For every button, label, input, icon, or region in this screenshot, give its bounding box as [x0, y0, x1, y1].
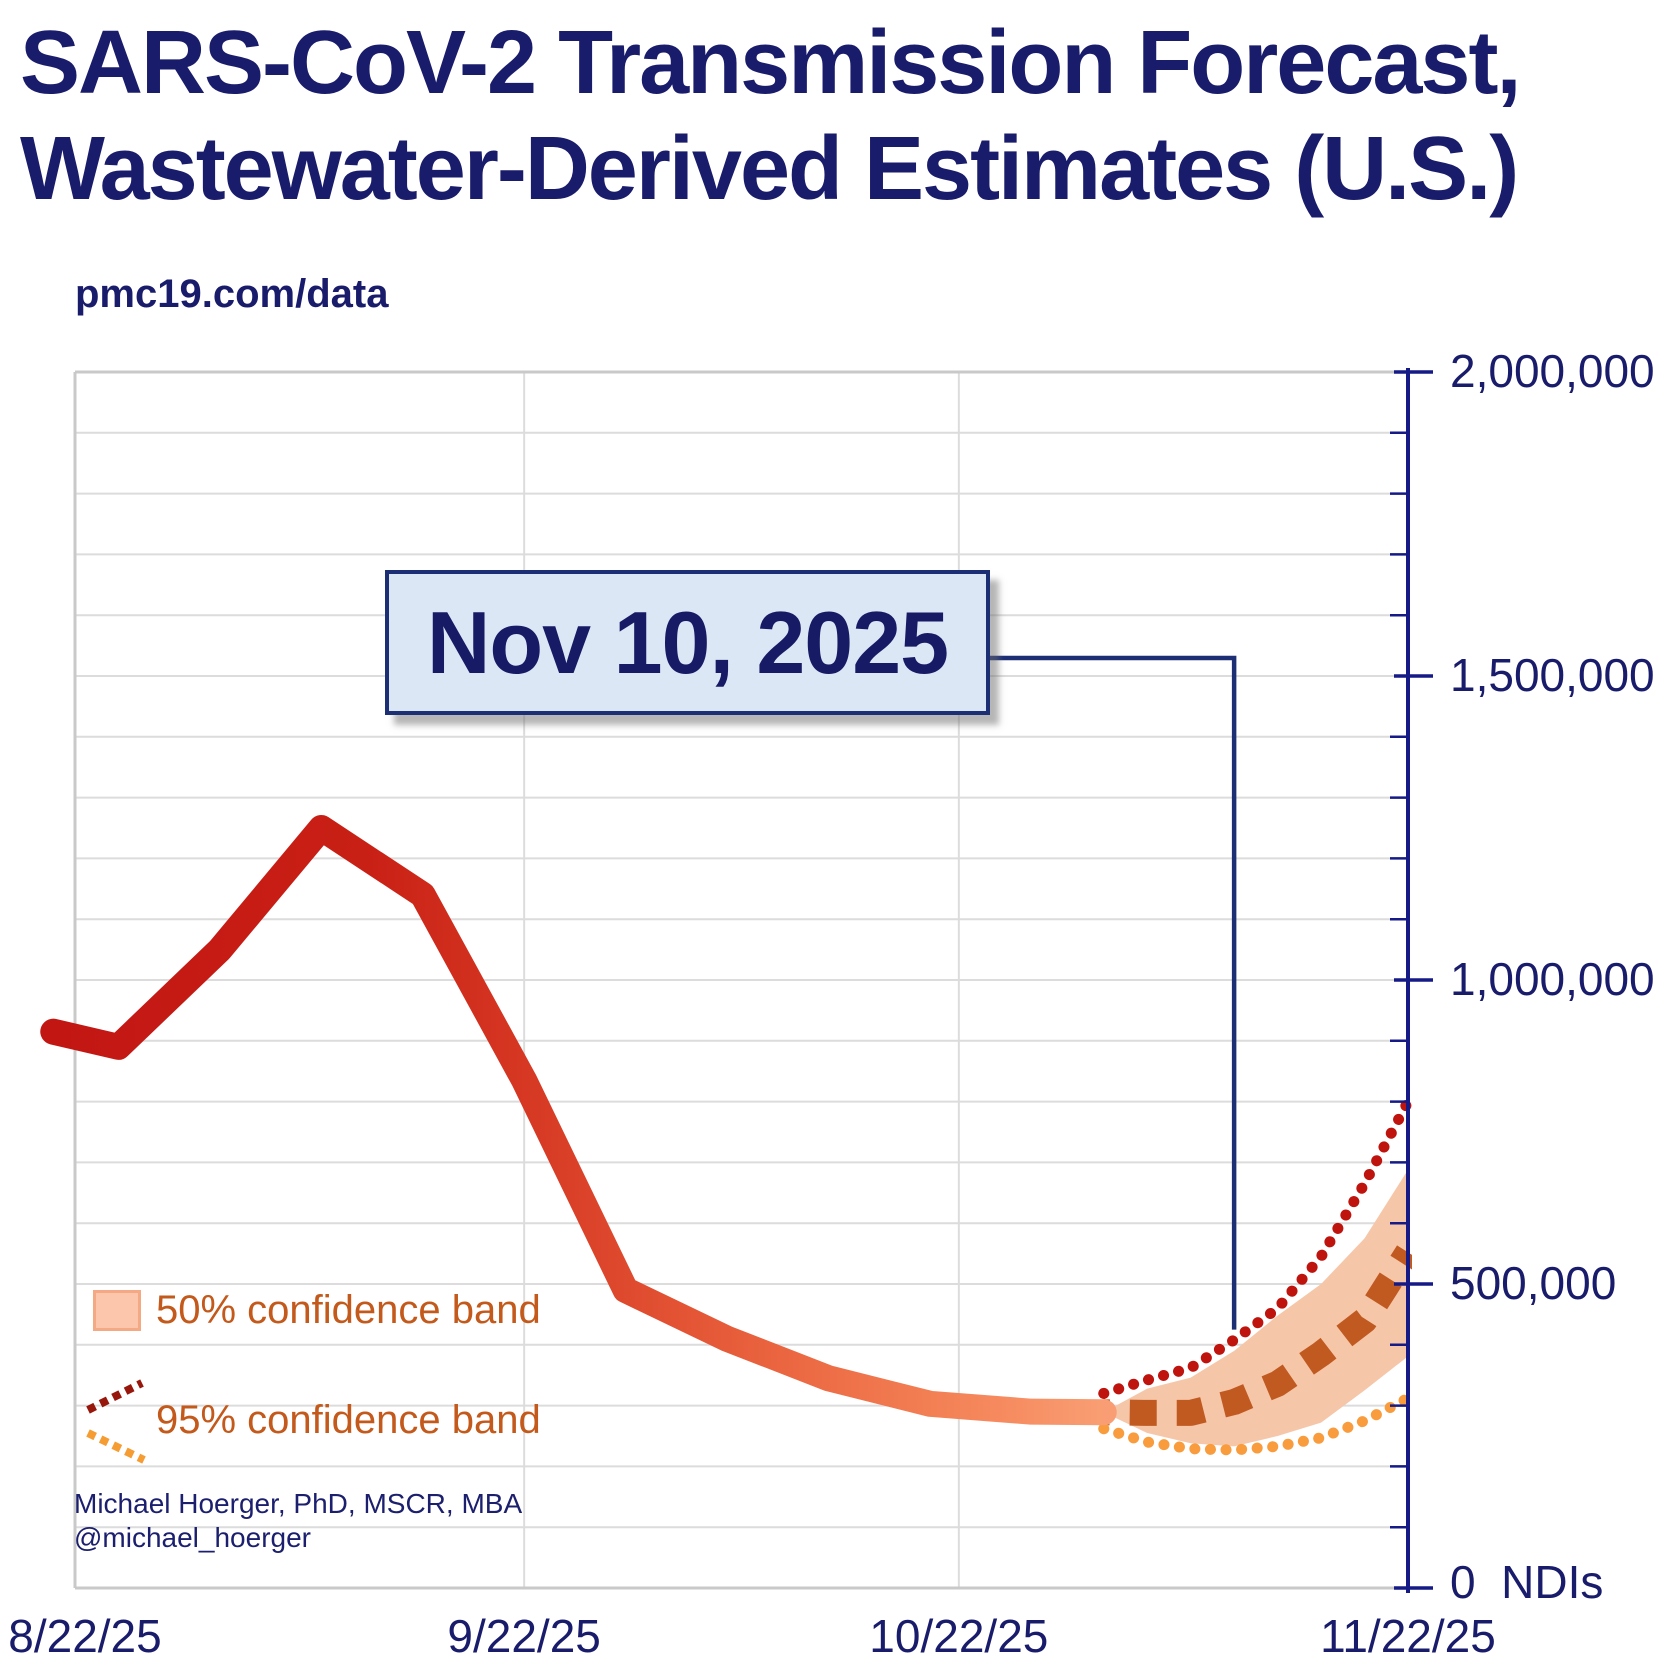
confidence-band-50	[1103, 1169, 1408, 1447]
title-line-1: SARS-CoV-2 Transmission Forecast,	[20, 13, 1521, 113]
confidence-95-lower-dotted	[1098, 1392, 1412, 1456]
forecast-median-dashes	[1103, 1245, 1412, 1426]
credit-author: Michael Hoerger, PhD, MSCR, MBA	[74, 1488, 523, 1519]
legend-item-50-band: 50% confidence band	[93, 1288, 541, 1333]
x-tick-label: 8/22/25	[8, 1610, 161, 1662]
callout-connector-line	[990, 655, 1237, 1330]
legend-50-label: 50% confidence band	[156, 1288, 541, 1332]
x-tick-label: 9/22/25	[447, 1610, 600, 1662]
y-tick-label: 1,500,000	[1450, 649, 1655, 701]
x-tick-label: 11/22/25	[1320, 1610, 1496, 1662]
y-tick-label: 2,000,000	[1450, 345, 1655, 397]
date-callout-box: Nov 10, 2025	[385, 570, 990, 715]
forecast-group	[1098, 1096, 1412, 1456]
y-tick-label: 1,000,000	[1450, 953, 1655, 1005]
credit-block: Michael Hoerger, PhD, MSCR, MBA @michael…	[74, 1487, 522, 1555]
date-callout-label: Nov 10, 2025	[426, 592, 949, 692]
y-tick-label: 500,000	[1450, 1257, 1616, 1309]
title-line-2: Wastewater-Derived Estimates (U.S.)	[20, 119, 1519, 219]
legend-95-label: 95% confidence band	[156, 1397, 541, 1442]
page-title: SARS-CoV-2 Transmission Forecast, Wastew…	[20, 10, 1521, 222]
observed-group	[40, 815, 1117, 1426]
credit-handle: @michael_hoerger	[74, 1522, 311, 1553]
y-tick-label: 0 NDIs	[1450, 1556, 1603, 1608]
band-50-swatch-icon	[93, 1290, 141, 1331]
legend-item-95-band: 95% confidence band	[80, 1375, 541, 1465]
x-tick-label: 10/22/25	[869, 1610, 1048, 1662]
subtitle-url: pmc19.com/data	[75, 272, 389, 316]
band-95-swatch-icon	[86, 1379, 146, 1464]
observed-line	[40, 815, 1117, 1426]
confidence-95-upper-dotted	[1098, 1096, 1412, 1399]
